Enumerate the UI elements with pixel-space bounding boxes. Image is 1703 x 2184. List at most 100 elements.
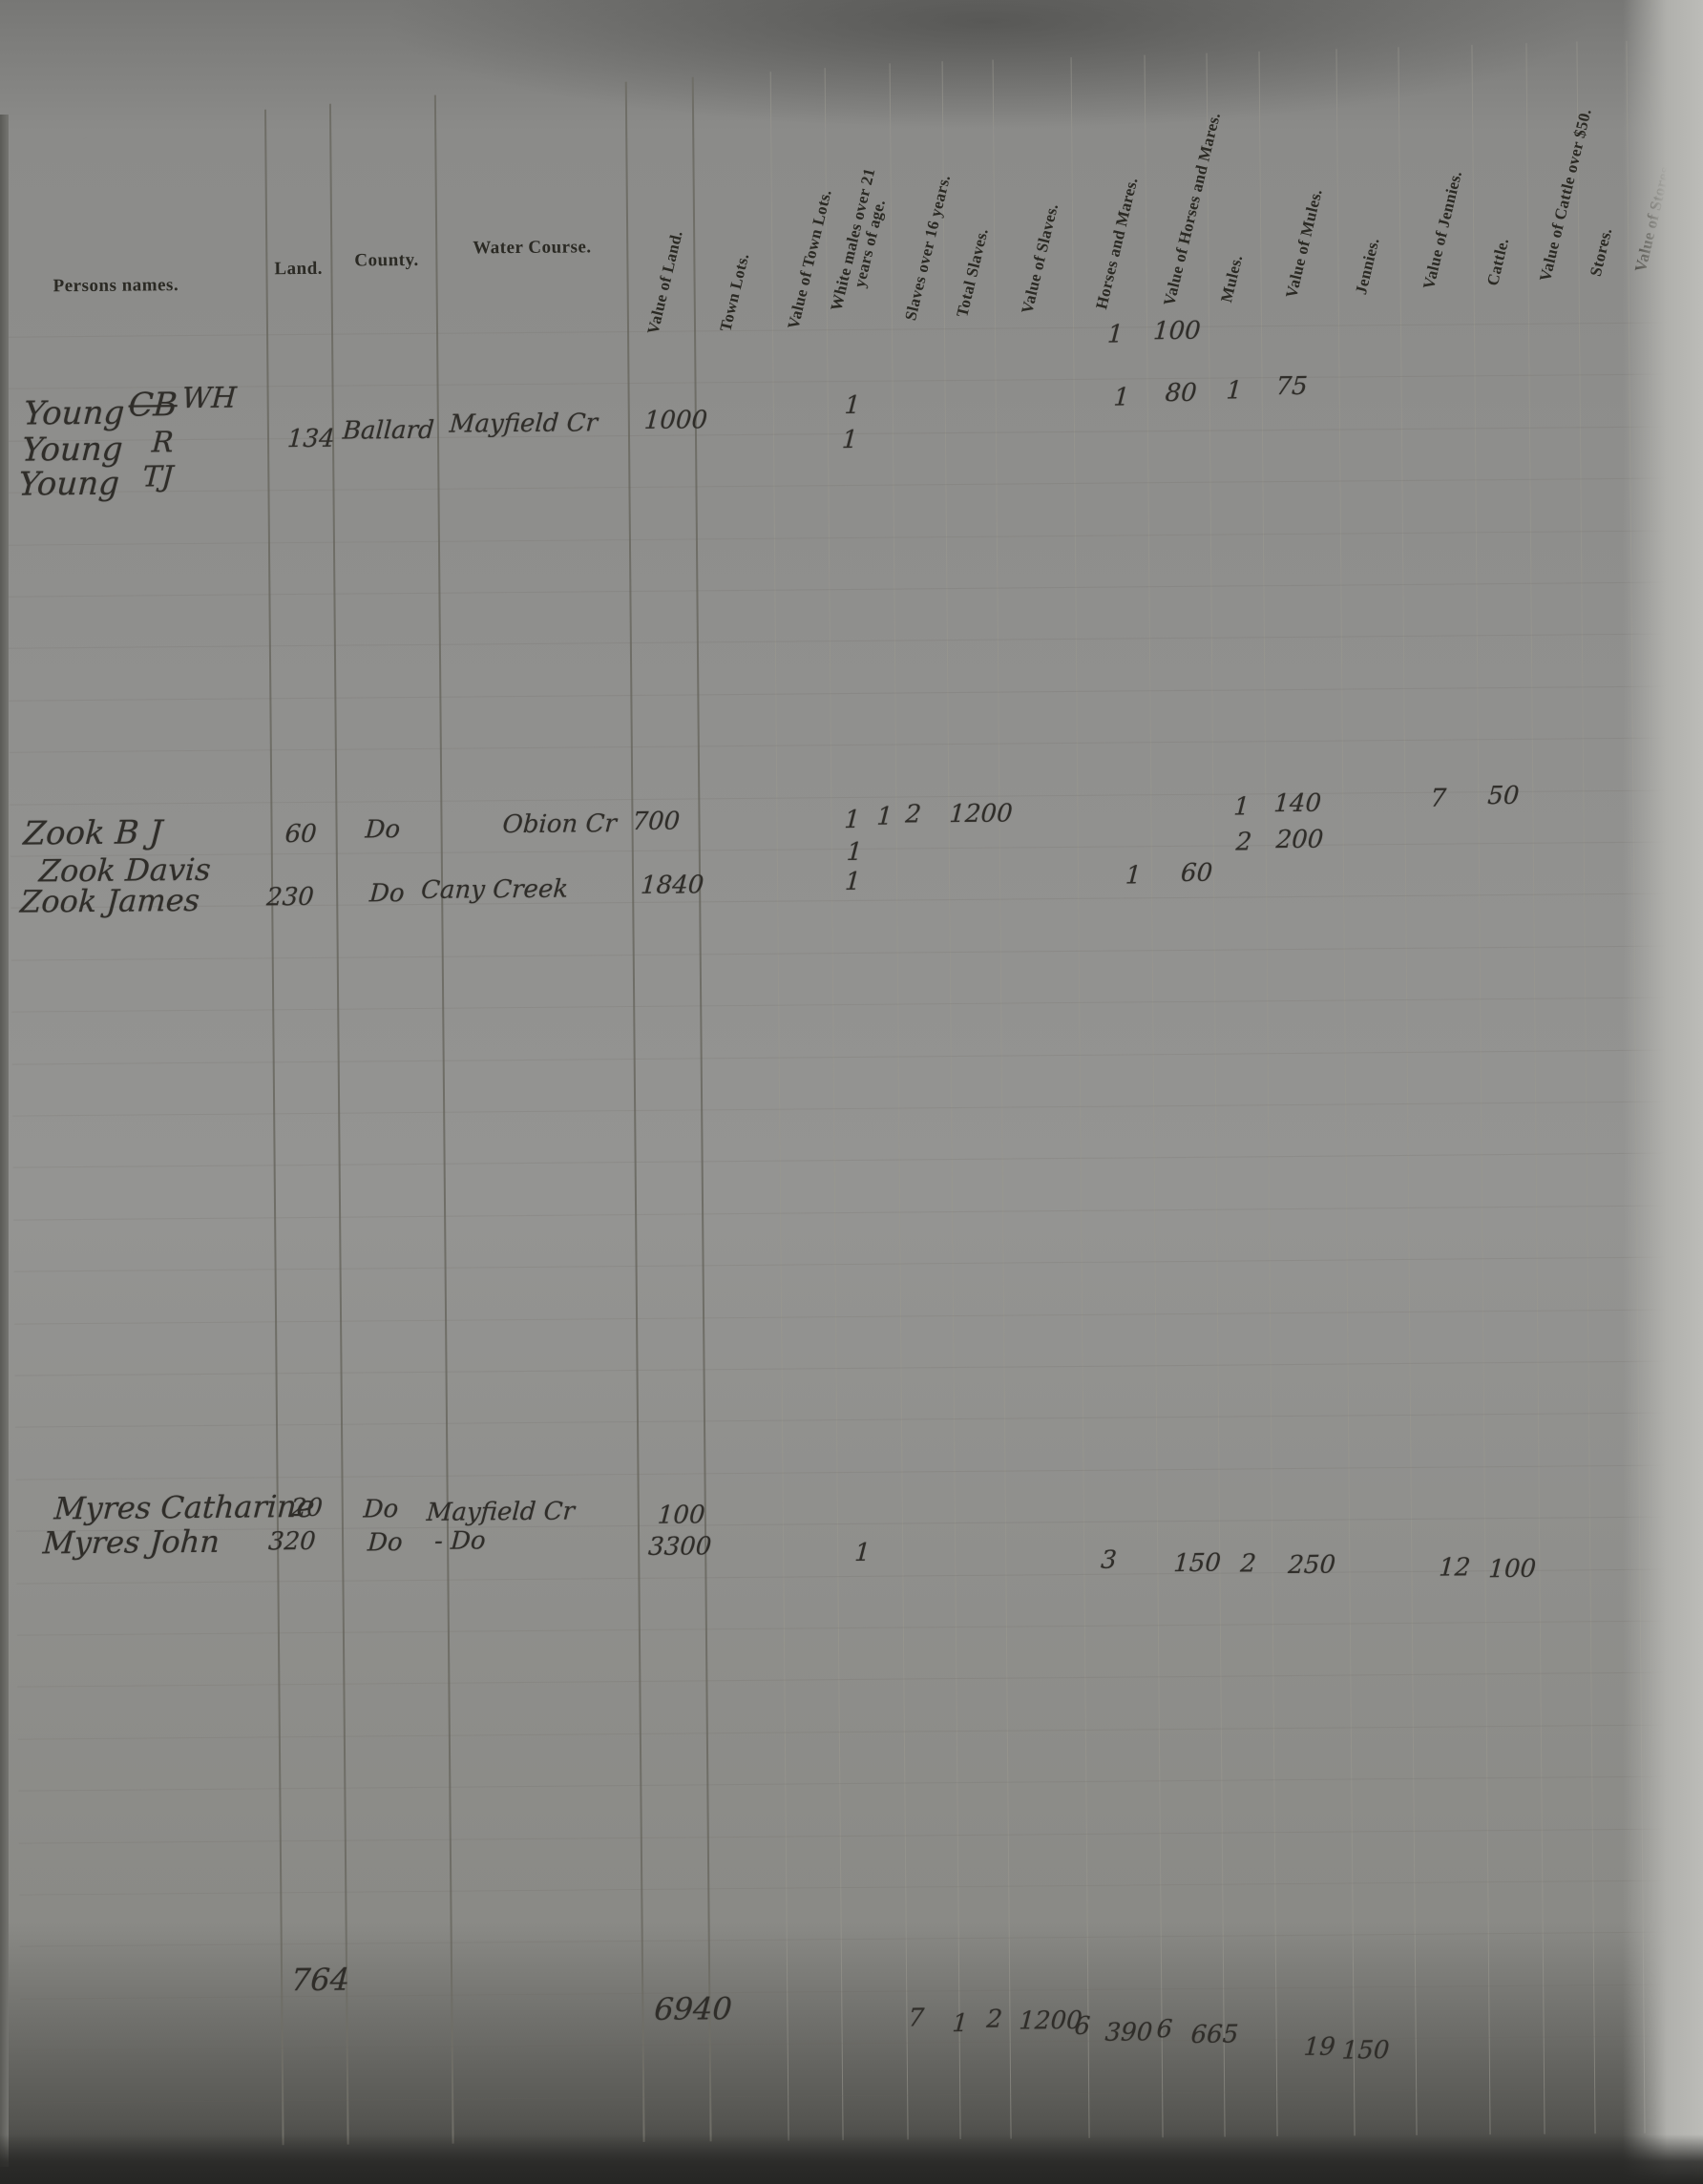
- row-line: [12, 1049, 1673, 1064]
- handwritten-entry: Obion Cr: [501, 809, 618, 840]
- row-line: [18, 1775, 1679, 1791]
- row-line: [11, 997, 1672, 1012]
- handwritten-entry: 19: [1302, 2032, 1336, 2062]
- handwritten-entry: 100: [1487, 1554, 1537, 1585]
- handwritten-entry: 200: [1274, 825, 1325, 855]
- column-divider: [769, 49, 788, 2141]
- handwritten-entry: 250: [1287, 1550, 1336, 1581]
- handwritten-entry: 3: [1100, 1545, 1118, 1575]
- handwritten-entry: 1: [1125, 861, 1143, 891]
- handwritten-entry: Mayfield Cr: [448, 409, 599, 439]
- handwritten-entry: Young: [17, 464, 121, 504]
- handwritten-entry: Mayfield Cr: [425, 1497, 576, 1527]
- handwritten-entry: 134: [286, 424, 336, 454]
- column-divider: [1070, 46, 1089, 2138]
- handwritten-entry: 1: [1232, 792, 1251, 822]
- page-left-edge-shadow: [0, 115, 9, 2167]
- handwritten-entry: 1: [951, 2008, 969, 2039]
- row-line: [7, 427, 1668, 442]
- handwritten-entry: 320: [267, 1526, 317, 1557]
- column-header: County.: [354, 249, 419, 271]
- handwritten-entry: 7: [1429, 784, 1447, 813]
- handwritten-entry: 150: [1340, 2036, 1391, 2066]
- column-header: Value of Horses and Mares.: [1160, 110, 1225, 308]
- row-line: [17, 1671, 1678, 1687]
- column-header: Value of Jennies.: [1419, 169, 1466, 291]
- row-line: [17, 1620, 1678, 1635]
- column-divider: [1398, 43, 1417, 2135]
- row-line: [8, 531, 1669, 546]
- handwritten-entry: 100: [656, 1501, 706, 1530]
- row-line: [11, 945, 1672, 960]
- column-header: Water Course.: [473, 237, 592, 259]
- column-divider: [433, 52, 453, 2144]
- column-divider: [1144, 45, 1163, 2137]
- handwritten-entry: 1: [1112, 383, 1131, 412]
- column-header: Jennies.: [1352, 236, 1383, 297]
- handwritten-entry: Do: [364, 815, 401, 845]
- column-header: Total Slaves.: [953, 226, 992, 320]
- row-line: [14, 1309, 1675, 1324]
- handwritten-entry: Do: [368, 879, 406, 909]
- row-line: [16, 1464, 1677, 1480]
- column-divider: [1206, 45, 1225, 2137]
- handwritten-entry: 1: [844, 867, 862, 897]
- handwritten-entry: 1: [845, 837, 864, 868]
- table-headers: Persons names. Land. County. Water Course. V…: [0, 0, 1694, 8]
- handwritten-entry: 665: [1189, 2020, 1240, 2049]
- handwritten-entry: R: [150, 426, 175, 460]
- column-divider: [691, 49, 711, 2141]
- row-line: [21, 2088, 1682, 2103]
- handwritten-entry: 2: [1234, 828, 1253, 857]
- handwritten-entry: Myres John: [41, 1522, 221, 1562]
- column-header: White males over 21 years of age.: [827, 166, 890, 313]
- handwritten-entry: - Do: [433, 1526, 487, 1556]
- column-header: Slaves over 16 years.: [901, 173, 955, 323]
- handwritten-entry: 3300: [647, 1532, 713, 1562]
- row-line: [13, 1152, 1674, 1167]
- column-header: Value of Mules.: [1282, 187, 1326, 301]
- handwritten-entry: 1: [875, 802, 894, 831]
- row-line: [10, 790, 1671, 806]
- handwritten-entry: WH: [180, 381, 238, 416]
- handwritten-entry: 2: [985, 2005, 1003, 2034]
- column-header: Town Lots.: [716, 251, 753, 334]
- column-header: Land.: [274, 258, 324, 280]
- row-line: [9, 686, 1670, 702]
- scanner-bottom-shadow: [0, 2134, 1703, 2184]
- row-line: [13, 1205, 1674, 1220]
- handwritten-entry: Young: [20, 430, 124, 470]
- handwritten-entry: Zook James: [19, 881, 201, 920]
- handwritten-entry: 1200: [948, 799, 1014, 830]
- handwritten-entry: Young: [22, 393, 126, 433]
- column-header: Stores.: [1586, 225, 1616, 279]
- handwritten-entry: 75: [1274, 371, 1309, 402]
- column-divider: [824, 48, 843, 2140]
- page-number: 19: [32, 91, 103, 156]
- handwritten-entry: 764: [289, 1961, 351, 1999]
- column-divider: [624, 50, 644, 2142]
- handwritten-entry: 1: [1225, 376, 1244, 406]
- row-line: [7, 374, 1668, 389]
- handwritten-entry: 7: [907, 2004, 925, 2033]
- row-line: [20, 1931, 1681, 1946]
- handwritten-entry: 150: [1172, 1548, 1222, 1579]
- handwritten-entry: 1: [843, 805, 861, 835]
- column-divider: [328, 52, 348, 2145]
- handwritten-entry: 1: [843, 390, 862, 421]
- handwritten-entry: 100: [1152, 316, 1202, 346]
- handwritten-entry: 6: [1155, 2015, 1174, 2045]
- handwritten-entry: 700: [631, 807, 682, 837]
- handwritten-entries: 1 100 Young CB WH Young R Young TJ 134 Ballard Mayf…: [0, 0, 1694, 8]
- handwritten-entry: 6940: [653, 1990, 733, 2027]
- handwritten-entry: 60: [284, 819, 318, 850]
- column-divider: [992, 47, 1011, 2139]
- handwritten-entry: 1: [853, 1538, 872, 1568]
- handwritten-entry: Cany Creek: [420, 874, 570, 905]
- handwritten-entry: Myres Catharine: [53, 1487, 316, 1527]
- column-divider: [941, 47, 960, 2139]
- column-header: Value of Cattle over $50.: [1535, 106, 1595, 284]
- column-divider: [1525, 42, 1545, 2134]
